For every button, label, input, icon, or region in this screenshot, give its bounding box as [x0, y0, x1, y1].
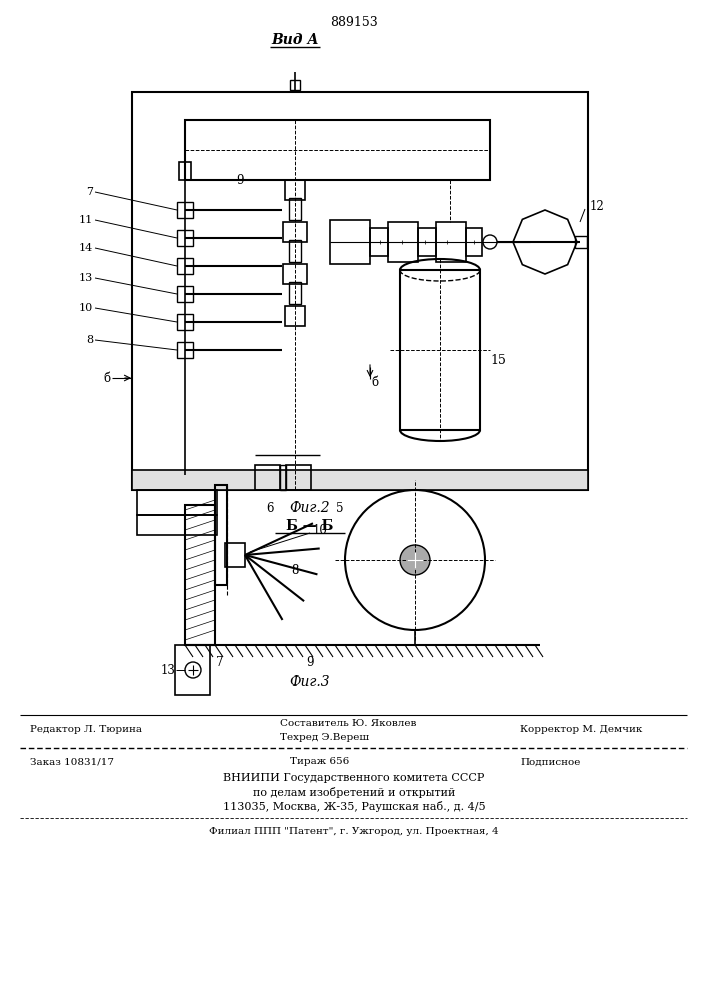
Text: 11: 11: [78, 215, 93, 225]
Text: 5: 5: [337, 502, 344, 514]
Text: Техред Э.Вереш: Техред Э.Вереш: [280, 734, 369, 742]
Text: 889153: 889153: [330, 15, 378, 28]
Text: 13: 13: [160, 664, 175, 676]
Bar: [289, 282, 301, 304]
Bar: [185, 505, 215, 645]
Text: ВНИИПИ Государственного комитета СССР: ВНИИПИ Государственного комитета СССР: [223, 773, 485, 783]
Text: 15: 15: [490, 354, 506, 366]
Text: 113035, Москва, Ж-35, Раушская наб., д. 4/5: 113035, Москва, Ж-35, Раушская наб., д. …: [223, 800, 485, 812]
Circle shape: [483, 235, 497, 249]
Bar: [137, 490, 217, 515]
Bar: [289, 198, 301, 220]
Bar: [289, 240, 301, 262]
Text: Заказ 10831/17: Заказ 10831/17: [30, 758, 114, 766]
Text: 7: 7: [216, 656, 223, 670]
Text: Редактор Л. Тюрина: Редактор Л. Тюрина: [30, 726, 142, 734]
Text: Подписное: Подписное: [520, 758, 580, 766]
Circle shape: [185, 662, 201, 678]
Bar: [285, 180, 305, 200]
Bar: [330, 220, 370, 264]
Text: 7: 7: [86, 187, 93, 197]
Text: 9: 9: [306, 656, 314, 670]
Text: 13: 13: [78, 273, 93, 283]
Text: 12: 12: [590, 200, 604, 214]
Bar: [290, 80, 300, 90]
Bar: [283, 264, 307, 284]
Bar: [575, 236, 587, 248]
Bar: [418, 228, 436, 256]
Text: 10: 10: [78, 303, 93, 313]
Bar: [280, 465, 286, 490]
Text: Филиал ППП "Патент", г. Ужгород, ул. Проектная, 4: Филиал ППП "Патент", г. Ужгород, ул. Про…: [209, 828, 499, 836]
Bar: [132, 470, 588, 490]
Text: 14: 14: [78, 243, 93, 253]
Polygon shape: [513, 210, 577, 274]
Bar: [400, 270, 480, 430]
Circle shape: [400, 545, 430, 575]
Bar: [215, 485, 227, 585]
Bar: [177, 314, 193, 330]
Bar: [179, 162, 191, 180]
Bar: [436, 222, 466, 262]
Bar: [177, 342, 193, 358]
Bar: [132, 92, 588, 490]
Bar: [466, 228, 482, 256]
Text: Фиг.3: Фиг.3: [290, 675, 330, 689]
Bar: [137, 515, 217, 535]
Bar: [175, 645, 210, 695]
Bar: [185, 120, 490, 180]
Text: Тираж 656: Тираж 656: [290, 758, 349, 766]
Text: Составитель Ю. Яковлев: Составитель Ю. Яковлев: [280, 720, 416, 728]
Bar: [285, 306, 305, 326]
Text: Б — Б: Б — Б: [286, 519, 334, 533]
Text: 10: 10: [312, 524, 327, 536]
Text: б: б: [103, 371, 110, 384]
Bar: [255, 465, 280, 490]
Bar: [177, 286, 193, 302]
Text: 9: 9: [236, 174, 244, 186]
Bar: [525, 230, 535, 254]
Bar: [283, 222, 307, 242]
Text: Корректор М. Демчик: Корректор М. Демчик: [520, 726, 643, 734]
Bar: [177, 230, 193, 246]
Bar: [286, 465, 311, 490]
Text: 6: 6: [267, 502, 274, 514]
Text: 8: 8: [86, 335, 93, 345]
Text: Фиг.2: Фиг.2: [290, 501, 330, 515]
Circle shape: [345, 490, 485, 630]
Bar: [225, 543, 245, 567]
Bar: [388, 222, 418, 262]
Text: по делам изобретений и открытий: по делам изобретений и открытий: [253, 786, 455, 798]
Text: б: б: [371, 375, 378, 388]
Text: 8: 8: [291, 564, 298, 576]
Bar: [177, 258, 193, 274]
Text: Вид А: Вид А: [271, 33, 319, 47]
Bar: [370, 228, 388, 256]
Bar: [177, 202, 193, 218]
